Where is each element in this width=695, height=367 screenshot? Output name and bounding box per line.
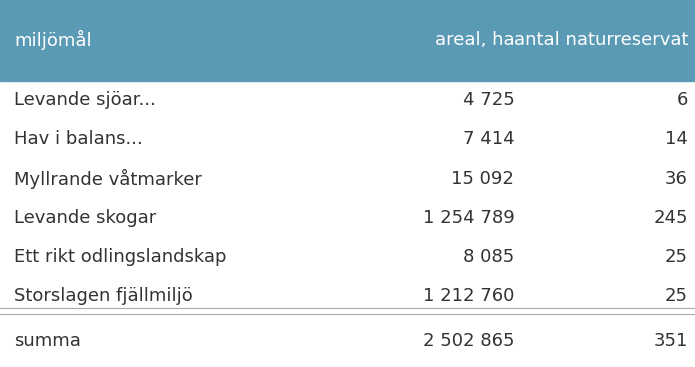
Text: antal naturreservat: antal naturreservat xyxy=(514,31,688,50)
Text: areal, ha: areal, ha xyxy=(434,31,514,50)
Text: 36: 36 xyxy=(665,170,688,188)
Text: 2 502 865: 2 502 865 xyxy=(423,332,514,350)
Text: Storslagen fjällmiljö: Storslagen fjällmiljö xyxy=(14,287,193,305)
Text: 7 414: 7 414 xyxy=(463,130,514,149)
Text: 25: 25 xyxy=(665,248,688,266)
Text: Myllrande våtmarker: Myllrande våtmarker xyxy=(14,168,202,189)
Bar xyxy=(0,0,695,81)
Text: 15 092: 15 092 xyxy=(452,170,514,188)
Text: 245: 245 xyxy=(653,209,688,227)
Text: 6: 6 xyxy=(677,91,688,109)
Text: 25: 25 xyxy=(665,287,688,305)
Text: 1 212 760: 1 212 760 xyxy=(423,287,514,305)
Text: 4 725: 4 725 xyxy=(463,91,514,109)
Text: Ett rikt odlingslandskap: Ett rikt odlingslandskap xyxy=(14,248,227,266)
Text: 1 254 789: 1 254 789 xyxy=(423,209,514,227)
Text: Levande sjöar...: Levande sjöar... xyxy=(14,91,156,109)
Text: Hav i balans...: Hav i balans... xyxy=(14,130,142,149)
Text: Levande skogar: Levande skogar xyxy=(14,209,156,227)
Text: 351: 351 xyxy=(654,332,688,350)
Text: summa: summa xyxy=(14,332,81,350)
Text: miljömål: miljömål xyxy=(14,30,92,50)
Text: 14: 14 xyxy=(665,130,688,149)
Text: 8 085: 8 085 xyxy=(463,248,514,266)
